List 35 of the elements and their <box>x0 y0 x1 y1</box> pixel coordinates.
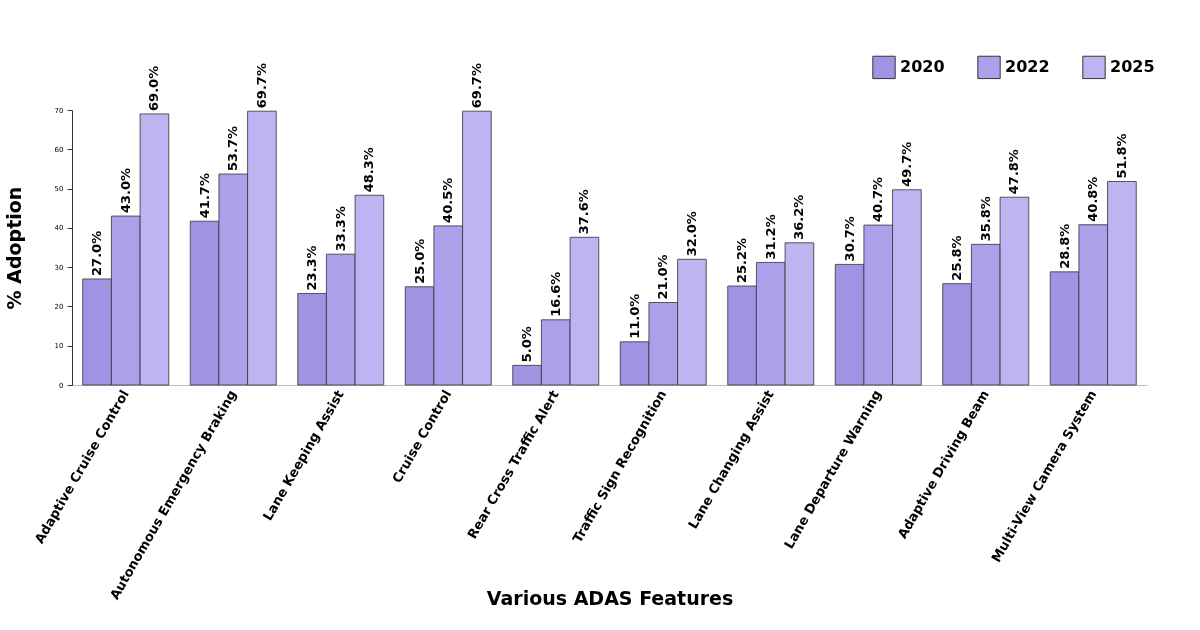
data-label: 53.7% <box>225 125 241 172</box>
data-label: 31.2% <box>762 214 778 260</box>
data-label: 11.0% <box>626 293 642 339</box>
data-label: 30.7% <box>841 216 857 262</box>
data-label: 32.0% <box>683 211 699 257</box>
data-label: 21.0% <box>655 254 671 300</box>
x-axis-title: Various ADAS Features <box>486 586 734 609</box>
data-label: 28.8% <box>1056 223 1072 269</box>
data-label: 37.6% <box>576 189 592 235</box>
legend-label: 2022 <box>1005 57 1050 77</box>
data-label: 16.6% <box>547 271 563 317</box>
data-label: 25.8% <box>949 235 965 281</box>
data-label: 69.7% <box>468 63 484 109</box>
data-label: 69.0% <box>146 65 162 111</box>
y-axis-title: % Adoption <box>2 186 25 310</box>
data-label: 69.7% <box>253 63 269 109</box>
data-label: 23.3% <box>304 245 320 291</box>
data-label: 40.8% <box>1085 176 1101 222</box>
data-label: 40.5% <box>440 177 456 223</box>
legend-label: 2025 <box>1110 57 1155 77</box>
data-label: 43.0% <box>117 167 133 214</box>
data-label: 35.8% <box>977 196 993 242</box>
data-label: 25.0% <box>411 238 427 284</box>
data-label: 47.8% <box>1006 149 1022 195</box>
data-label: 49.7% <box>898 141 914 187</box>
data-label: 51.8% <box>1113 133 1129 179</box>
legend-label: 2020 <box>900 57 945 77</box>
data-label: 33.3% <box>332 206 348 252</box>
data-label: 36.2% <box>791 194 807 240</box>
data-label: 48.3% <box>361 147 377 193</box>
data-label: 41.7% <box>196 173 212 219</box>
data-label: 5.0% <box>519 326 535 363</box>
data-label: 25.2% <box>734 237 750 283</box>
data-label: 40.7% <box>870 177 886 223</box>
data-label: 27.0% <box>89 230 105 276</box>
